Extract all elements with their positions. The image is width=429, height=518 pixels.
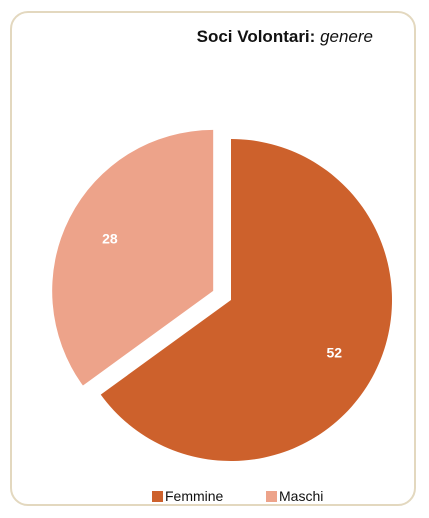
chart-legend: Femmine Maschi <box>0 488 429 506</box>
data-label-maschi: 28 <box>102 230 118 246</box>
chart-title-italic: genere <box>320 27 373 46</box>
legend-swatch-femmine <box>152 490 163 502</box>
legend-label-femmine: Femmine <box>165 488 224 504</box>
legend-item-maschi: Maschi <box>266 488 323 504</box>
pie-slice-maschi <box>52 129 214 386</box>
legend-item-femmine: Femmine <box>152 488 223 504</box>
data-label-femmine: 52 <box>326 345 342 361</box>
legend-swatch-maschi <box>266 490 277 502</box>
chart-title: Soci Volontari: genere <box>197 27 373 47</box>
legend-label-maschi: Maschi <box>279 488 324 504</box>
chart-title-bold: Soci Volontari: <box>196 27 316 46</box>
pie-slice-femmine <box>100 139 392 461</box>
